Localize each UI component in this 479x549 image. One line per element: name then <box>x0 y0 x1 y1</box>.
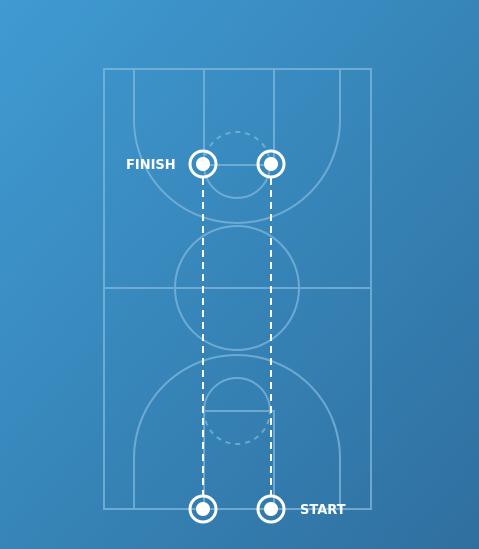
center-circle <box>174 225 300 351</box>
court-lines <box>103 68 372 510</box>
start-markers <box>188 494 286 524</box>
bottom-free-throw-arc <box>203 377 271 412</box>
top-three-point-arc <box>133 119 341 224</box>
sprint-paths <box>202 178 272 495</box>
ring-marker-icon <box>256 149 286 179</box>
bottom-three-point-arc <box>133 354 341 459</box>
finish-markers <box>188 149 286 179</box>
ring-marker-icon <box>256 494 286 524</box>
bottom-free-throw-arc-dashed <box>203 410 271 445</box>
ring-marker-icon <box>188 494 218 524</box>
top-key <box>203 68 275 166</box>
top-free-throw-arc <box>203 164 271 199</box>
start-label: START <box>300 503 346 518</box>
ring-marker-icon <box>188 149 218 179</box>
finish-label: FINISH <box>126 158 176 173</box>
